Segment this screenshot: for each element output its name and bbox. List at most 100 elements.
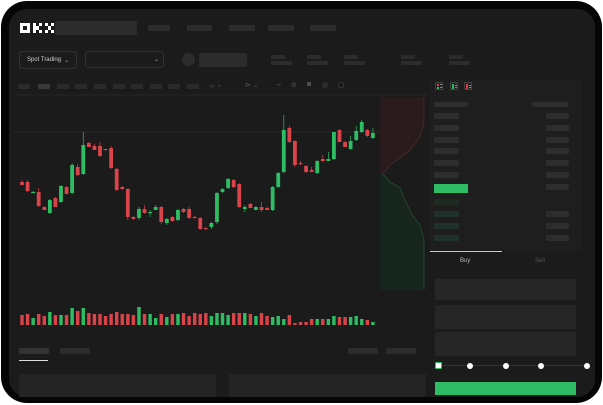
volume-bar [48,312,52,325]
settings-icon[interactable]: ◎ [322,82,329,89]
ask-row [434,160,459,166]
candlestick-chart[interactable] [0,0,430,330]
candle [64,187,69,194]
buy-button[interactable] [435,382,576,395]
volume-bar [31,318,35,325]
total-input[interactable] [435,332,576,356]
volume-bar [348,317,353,325]
volume-bar [37,314,41,325]
interval-button[interactable] [94,84,106,89]
ask-row [546,148,569,154]
ask-row [546,160,569,166]
interval-button[interactable] [187,84,199,89]
volume-bar [187,316,191,325]
volume-bar [120,314,124,325]
nav-item[interactable] [310,25,336,31]
bid-row [546,223,569,229]
interval-button[interactable] [168,84,180,89]
candle [153,207,158,210]
nav-item[interactable] [268,25,294,31]
fullscreen-icon[interactable]: ▢ [338,82,345,89]
volume-bar [87,313,91,325]
orderbook-asks-icon[interactable] [464,82,472,90]
volume-bar [231,313,236,325]
candle [187,209,191,218]
filter-button[interactable] [386,348,416,354]
line-tool-icon[interactable]: ⊳ ⌄ [245,82,259,89]
ask-row [546,113,569,119]
candle [114,169,119,190]
volume-bar [254,316,258,325]
interval-button[interactable] [113,84,125,89]
tab-buy[interactable]: Buy [460,258,471,264]
amount-slider[interactable] [438,365,586,366]
candle [142,209,147,213]
orderbook-header [434,102,468,107]
candle [315,161,320,173]
volume-bar [276,316,280,325]
candle [120,187,125,189]
amount-input[interactable] [435,305,576,329]
candle [53,198,58,207]
candle [31,192,36,194]
slider-step[interactable] [503,363,509,369]
volume-bar [70,308,74,325]
volume-bar [248,314,253,325]
tab-order-history[interactable] [60,348,90,354]
candle [298,163,303,165]
tab-sell[interactable]: Sell [535,258,546,264]
volume-bar [109,314,113,325]
pair-dropdown[interactable]: ⌄ [85,51,164,68]
ask-row [546,172,569,178]
orderbook-both-icon[interactable] [435,82,443,90]
nav-item[interactable] [148,25,170,31]
ask-row [546,125,569,131]
volume-bar [282,319,286,325]
interval-button[interactable] [57,84,69,89]
candle [131,217,136,219]
volume-bar [176,314,180,325]
okx-logo[interactable] [20,23,57,33]
price-input[interactable] [435,279,576,300]
bid-row [546,235,569,241]
volume-bar [192,313,197,325]
tab-open-orders[interactable] [19,348,49,354]
filter-button[interactable] [348,348,378,354]
nav-item[interactable] [229,25,255,31]
interval-button[interactable] [18,84,30,89]
interval-button[interactable] [38,84,50,89]
ask-row [434,113,459,119]
ruler-icon[interactable]: ⊘ [291,82,297,89]
search-input[interactable] [55,21,137,35]
nav-item[interactable] [187,25,212,31]
slider-step[interactable] [584,363,590,369]
interval-button[interactable] [150,84,162,89]
market-type-dropdown[interactable]: Spot Trading ⌄ [19,51,77,69]
indicator-icon[interactable]: ᵥᵥ ⌄ [210,82,223,89]
camera-icon[interactable]: ◙ [307,81,312,88]
candle [170,217,175,221]
candle [371,133,375,138]
interval-button[interactable] [131,84,143,89]
candle [265,208,269,210]
wave-icon[interactable]: ∼ [276,82,282,89]
volume-bar [25,314,30,325]
candle [86,143,91,147]
orders-panel [19,374,216,397]
volume-bar [332,316,336,325]
tab-indicator [19,360,48,361]
slider-step[interactable] [467,363,473,369]
slider-handle[interactable] [435,362,442,369]
candle [270,187,275,210]
slider-step[interactable] [538,363,544,369]
volume-bar [42,316,46,325]
interval-button[interactable] [75,84,87,89]
candle [343,142,347,147]
volume-bar [159,314,163,325]
ask-row [546,137,569,143]
volume-bar [259,313,264,325]
candle [304,166,308,172]
candle [125,189,130,217]
ask-row [434,125,459,131]
orderbook-bids-icon[interactable] [450,82,458,90]
